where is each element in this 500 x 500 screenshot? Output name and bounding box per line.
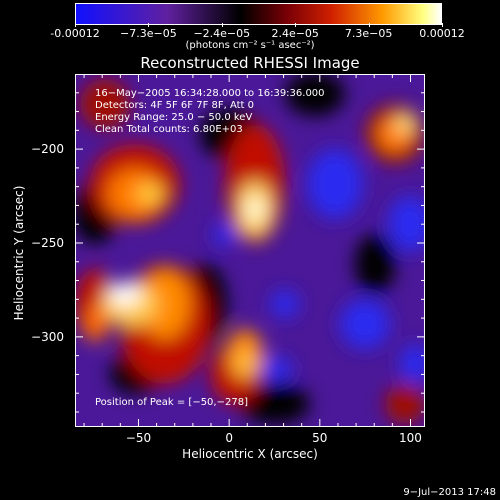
time-range: 16−May−2005 16:34:28.000 to 16:39:36.000 [95, 88, 325, 99]
colorbar-tick-label: -0.00012 [50, 27, 100, 40]
colorbar-ticks [75, 23, 443, 28]
colorbar-tick [442, 23, 443, 27]
y-tick-labels: −200 −250 −300 [0, 74, 70, 427]
colorbar-tick [295, 23, 297, 27]
colorbar-units: (photons cm⁻² s⁻¹ asec⁻²) [185, 40, 315, 51]
date-stamp: 9−Jul−2013 17:48 [403, 487, 496, 498]
colorbar [75, 3, 442, 25]
x-tick-label: −50 [125, 431, 152, 445]
colorbar-tick-label: −7.3e−05 [120, 27, 177, 40]
peak-position: Position of Peak = [−50,−278] [95, 397, 248, 408]
colorbar-tick [368, 23, 370, 27]
y-tick-label: −250 [31, 235, 64, 250]
clean-total-counts: Clean Total counts: 6.80E+03 [95, 124, 243, 135]
rhessi-image [75, 74, 425, 427]
y-axis-label: Heliocentric Y (arcsec) [12, 185, 26, 321]
colorbar-tick-labels: -0.00012 −7.3e−05 −2.4e−05 2.4e−05 7.3e−… [50, 27, 464, 41]
y-tick-label: −300 [31, 329, 64, 344]
colorbar-tick-label: 7.3e−05 [344, 27, 393, 40]
colorbar-tick [75, 23, 76, 27]
energy-range: Energy Range: 25.0 − 50.0 keV [95, 112, 253, 123]
observation-info: 16−May−2005 16:34:28.000 to 16:39:36.000… [95, 88, 325, 136]
colorbar-tick-label: −2.4e−05 [193, 27, 251, 40]
image-title: Reconstructed RHESSI Image [140, 54, 360, 72]
axis-ticks [75, 74, 425, 427]
x-tick-label: 0 [225, 431, 233, 445]
x-tick-labels: −50 0 50 100 [75, 431, 425, 447]
colorbar-tick-label: 2.4e−05 [271, 27, 319, 40]
x-axis-label: Heliocentric X (arcsec) [182, 447, 318, 461]
colorbar-tick-label: 0.00012 [419, 27, 465, 40]
x-tick-label: 50 [312, 431, 328, 445]
colorbar-tick [148, 23, 150, 27]
x-tick-label: 100 [399, 431, 422, 445]
colorbar-tick [221, 23, 223, 27]
y-tick-label: −200 [31, 142, 64, 157]
detectors: Detectors: 4F 5F 6F 7F 8F, Att 0 [95, 100, 255, 111]
